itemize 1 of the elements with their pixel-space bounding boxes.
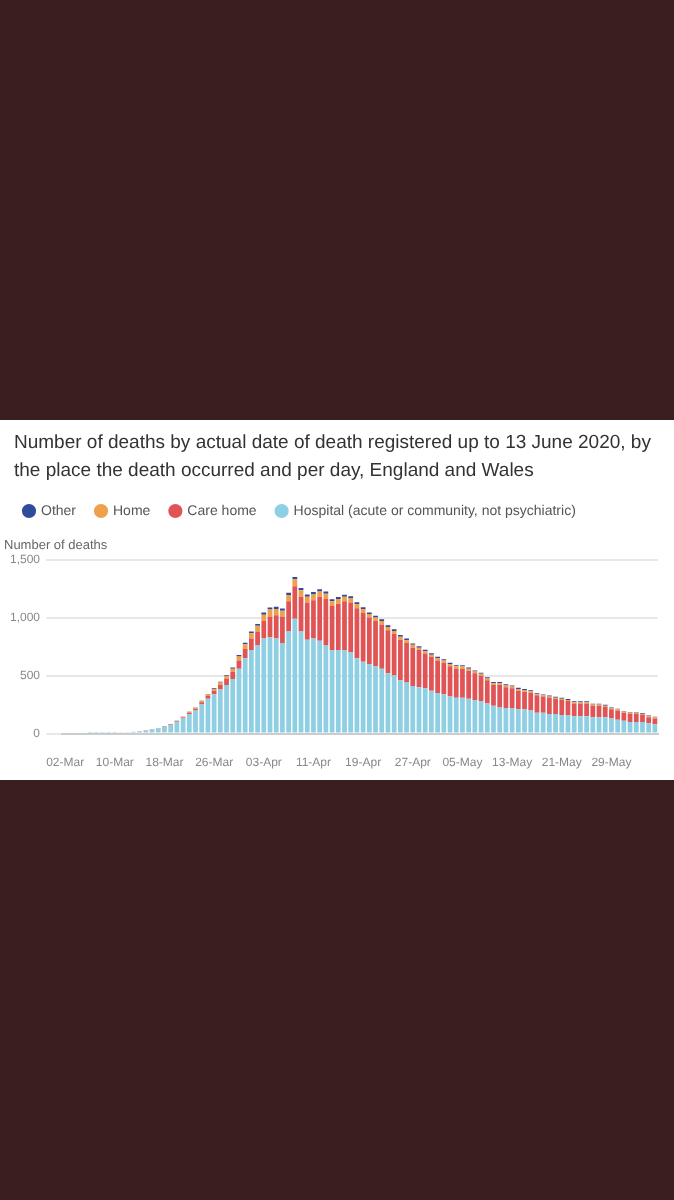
chart-title: Number of deaths by actual date of death registered up to 13 June 2020, by the place the death occurred and per day, England and Wales xyxy=(14,430,653,486)
